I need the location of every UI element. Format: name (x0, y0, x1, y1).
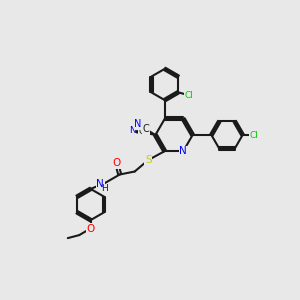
Text: O: O (86, 224, 95, 233)
Text: N: N (129, 126, 136, 135)
Text: C: C (139, 128, 145, 136)
Text: O: O (112, 158, 121, 168)
Text: N: N (179, 146, 187, 156)
Text: H: H (101, 184, 108, 193)
Text: Cl: Cl (184, 91, 193, 100)
Text: N: N (134, 119, 142, 129)
Text: Cl: Cl (250, 130, 258, 140)
Text: N: N (96, 178, 104, 188)
Text: S: S (145, 155, 152, 165)
Text: C: C (142, 124, 149, 134)
